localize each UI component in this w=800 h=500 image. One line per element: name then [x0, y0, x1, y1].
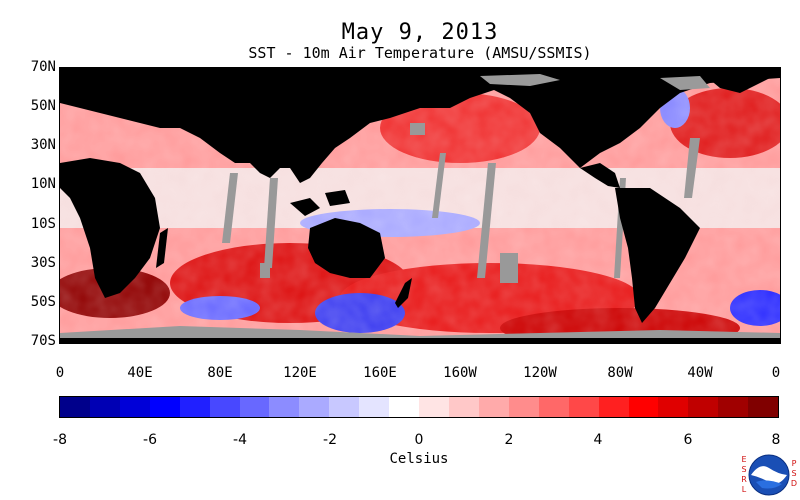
map-title: May 9, 2013 [341, 20, 499, 45]
colorbar-swatch [269, 397, 300, 417]
colorbar-swatch [478, 397, 509, 417]
colorbar-swatch [209, 397, 240, 417]
lon-label-80w: 80W [607, 365, 633, 381]
lon-label-40w: 40W [687, 365, 713, 381]
colorbar-swatch [60, 397, 90, 417]
lat-label-10s: 10S [30, 216, 56, 232]
colorbar-swatch [658, 397, 689, 417]
colorbar-tick-label: 4 [593, 432, 603, 448]
colorbar-swatch [568, 397, 599, 417]
colorbar-tick-label: -4 [233, 432, 247, 448]
colorbar-swatch [179, 397, 210, 417]
colorbar-tick-label: 8 [771, 432, 781, 448]
svg-text:P: P [792, 459, 797, 468]
lon-label-120e: 120E [283, 365, 317, 381]
noaa-esrl-psd-logo: E S R L P S D [741, 454, 797, 496]
lon-label-80e: 80E [207, 365, 233, 381]
colorbar-swatch [119, 397, 150, 417]
lat-label-30n: 30N [30, 137, 56, 153]
colorbar-swatch [538, 397, 569, 417]
colorbar [59, 396, 779, 418]
lon-label-160w: 160W [443, 365, 477, 381]
lat-label-50s: 50S [30, 294, 56, 310]
svg-text:L: L [742, 485, 747, 494]
colorbar-tick-label: -6 [143, 432, 157, 448]
colorbar-swatch [508, 397, 539, 417]
lat-label-70s: 70S [30, 333, 56, 349]
sea-ice [60, 74, 780, 338]
svg-text:S: S [741, 465, 746, 474]
colorbar-swatch [419, 397, 449, 417]
colorbar-swatch [239, 397, 270, 417]
land [60, 68, 780, 343]
colorbar-tick-label: 6 [683, 432, 693, 448]
missing-data-swaths [222, 123, 700, 283]
lon-label-160e: 160E [363, 365, 397, 381]
colorbar-swatch [448, 397, 479, 417]
colorbar-swatch [89, 397, 120, 417]
lat-label-50n: 50N [30, 98, 56, 114]
svg-text:D: D [791, 479, 797, 488]
colorbar-swatch [628, 397, 659, 417]
map-subtitle: SST - 10m Air Temperature (AMSU/SSMIS) [248, 44, 592, 62]
sst-anomaly-map [59, 67, 781, 344]
colorbar-tick-label: -8 [53, 432, 67, 448]
colorbar-tick-label: -2 [323, 432, 337, 448]
svg-text:R: R [741, 475, 747, 484]
colorbar-swatch [149, 397, 180, 417]
lon-label-40e: 40E [127, 365, 153, 381]
colorbar-swatch [359, 397, 390, 417]
lon-label-120w: 120W [523, 365, 557, 381]
colorbar-units-label: Celsius [389, 451, 449, 467]
lon-label-0-west-edge: 0 [55, 365, 65, 381]
colorbar-swatch [688, 397, 719, 417]
lon-label-0-east-edge: 0 [771, 365, 781, 381]
colorbar-swatch [299, 397, 330, 417]
svg-text:E: E [741, 455, 746, 464]
colorbar-tick-label: 2 [504, 432, 514, 448]
lat-label-70n: 70N [30, 59, 56, 75]
colorbar-swatch [389, 397, 420, 417]
lat-label-30s: 30S [30, 255, 56, 271]
lat-label-10n: 10N [30, 176, 56, 192]
svg-text:S: S [791, 469, 796, 478]
colorbar-swatch [718, 397, 749, 417]
colorbar-swatch [598, 397, 629, 417]
colorbar-tick-label: 0 [414, 432, 424, 448]
colorbar-swatch [329, 397, 360, 417]
colorbar-swatch [748, 397, 779, 417]
